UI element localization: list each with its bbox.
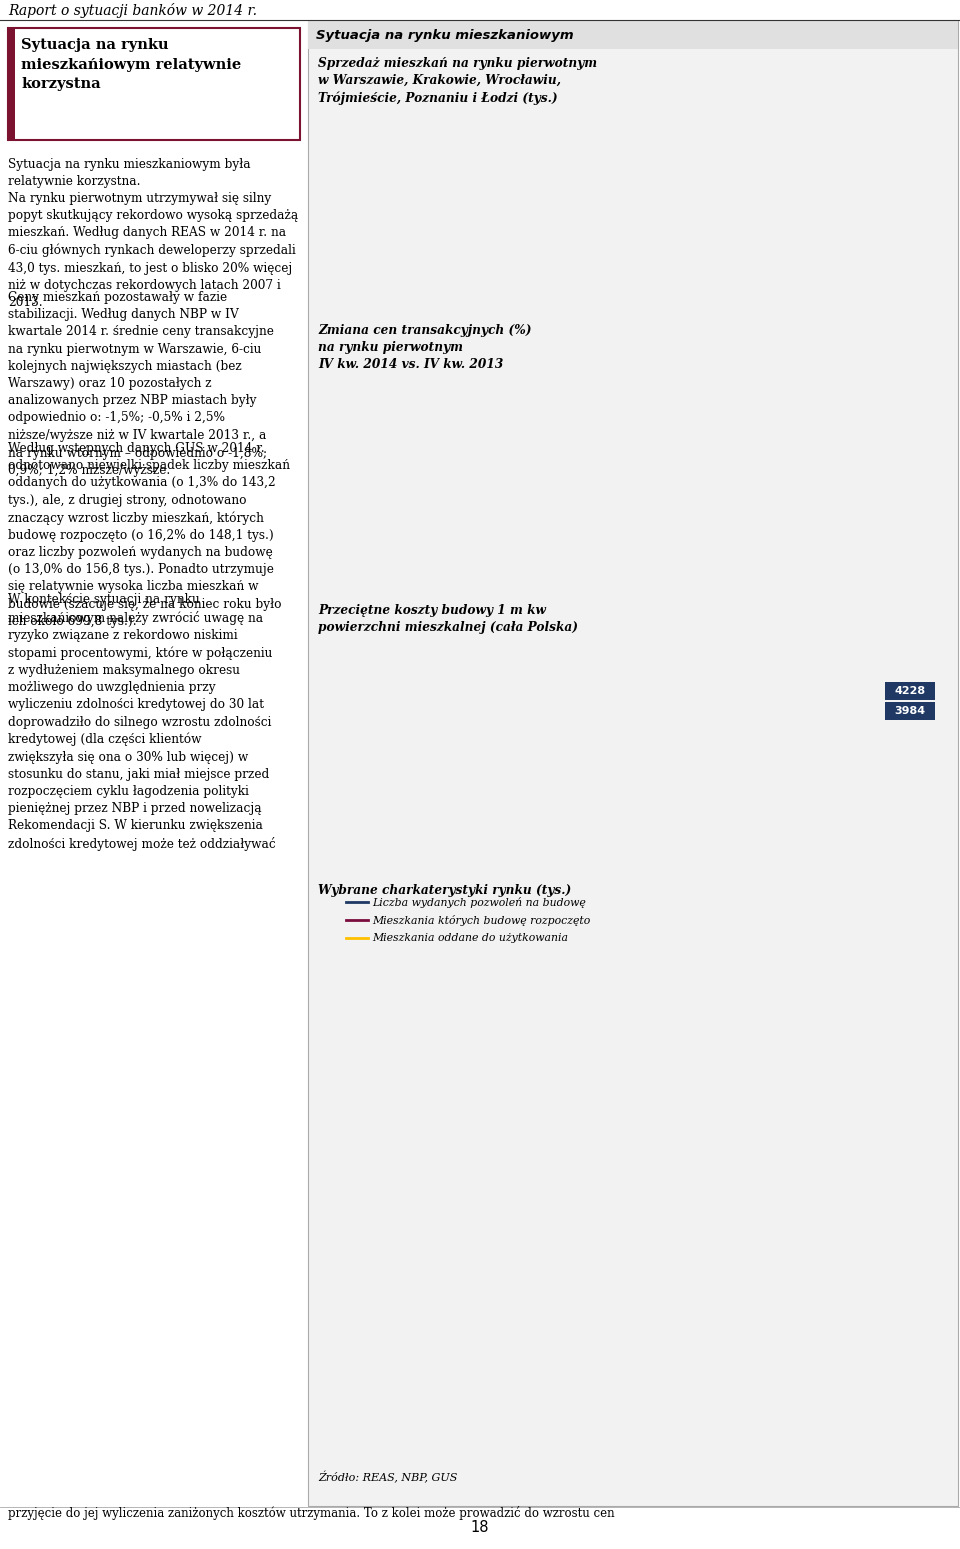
FancyBboxPatch shape	[885, 702, 935, 720]
Text: 2,0: 2,0	[422, 497, 443, 507]
Text: Sytuacja na rynku mieszkaniowym była
relatywnie korzystna.: Sytuacja na rynku mieszkaniowym była rel…	[8, 158, 251, 187]
Bar	[574, 426, 606, 514]
FancyBboxPatch shape	[308, 22, 958, 50]
Bar	[522, 410, 554, 514]
Bar	[517, 225, 562, 314]
Text: Wybrane charkaterystyki rynku (tys.): Wybrane charkaterystyki rynku (tys.)	[318, 884, 571, 897]
Text: 6,2: 6,2	[738, 471, 758, 480]
Text: Sytuacja na rynku
mieszkańiowym relatywnie
korzystna: Sytuacja na rynku mieszkańiowym relatywn…	[21, 39, 241, 91]
Bar	[876, 146, 922, 314]
Bar	[891, 485, 923, 514]
Text: Sprzedaż mieszkań na rynku pierwotnym
w Warszawie, Krakowie, Wrocławiu,
Trójmieś: Sprzedaż mieszkań na rynku pierwotnym w …	[318, 57, 597, 105]
Text: 5,3: 5,3	[685, 476, 706, 486]
Text: 1,7: 1,7	[370, 499, 390, 508]
Text: 7,0: 7,0	[581, 465, 600, 476]
Bar	[801, 173, 845, 314]
Text: 4228: 4228	[895, 686, 925, 697]
Bar	[735, 437, 767, 514]
Text: 27,7: 27,7	[592, 220, 621, 232]
FancyBboxPatch shape	[308, 22, 958, 1506]
Bar	[683, 448, 714, 514]
FancyBboxPatch shape	[8, 28, 15, 139]
Bar	[627, 469, 659, 514]
Text: 43,0: 43,0	[880, 160, 909, 173]
Bar	[657, 198, 702, 314]
Bar	[838, 514, 870, 533]
Text: Według wstępnych danych GUS w 2014 r.
odnotowano niewielki spadek liczby mieszka: Według wstępnych danych GUS w 2014 r. od…	[8, 441, 290, 627]
Text: Źródło: REAS, NBP, GUS: Źródło: REAS, NBP, GUS	[318, 1472, 457, 1484]
Bar	[524, 410, 556, 514]
Bar	[589, 206, 634, 314]
Text: Przeciętne koszty budowy 1 m kw
powierzchni mieszkalnej (cała Polska): Przeciętne koszty budowy 1 m kw powierzc…	[318, 604, 578, 634]
Text: W kontekście sytuacji na rynku
mieszkańiowym należy zwrócić uwagę na
ryzyko zwią: W kontekście sytuacji na rynku mieszkańi…	[8, 593, 276, 850]
Bar	[469, 514, 501, 568]
Text: Ceny mieszkań pozostawały w fazie
stabilizacji. Według danych NBP w IV
kwartale : Ceny mieszkań pozostawały w fazie stabil…	[8, 291, 274, 477]
Text: przyjęcie do jej wyliczenia zaniżonych kosztów utrzymania. To z kolei może prowa: przyjęcie do jej wyliczenia zaniżonych k…	[8, 1506, 614, 1520]
Bar	[732, 437, 764, 514]
Text: 29,7: 29,7	[664, 212, 693, 225]
Bar	[893, 485, 924, 514]
Text: Raport o sytuacji banków w 2014 r.: Raport o sytuacji banków w 2014 r.	[8, 3, 257, 17]
Bar	[788, 488, 820, 514]
Bar	[873, 146, 917, 314]
Text: -1,5: -1,5	[842, 519, 866, 528]
Text: Liczba wydanych pozwoleń na budowę: Liczba wydanych pozwoleń na budowę	[372, 897, 586, 908]
Text: 2,3: 2,3	[897, 494, 916, 505]
Bar	[804, 173, 850, 314]
Bar	[732, 195, 778, 314]
Text: Mieszkania których budowę rozpoczęto: Mieszkania których budowę rozpoczęto	[372, 914, 590, 925]
Bar	[441, 215, 486, 314]
Bar	[680, 448, 711, 514]
Bar	[577, 426, 609, 514]
Text: 8,3: 8,3	[528, 457, 547, 468]
Bar	[367, 493, 398, 514]
Bar	[417, 489, 448, 514]
Bar	[841, 514, 872, 533]
Text: 36,0: 36,0	[808, 187, 837, 200]
Text: 3,6: 3,6	[634, 486, 653, 497]
Text: 36,0: 36,0	[376, 187, 406, 200]
Bar	[585, 206, 630, 314]
Bar	[420, 489, 451, 514]
Bar	[630, 469, 661, 514]
Text: 22,8: 22,8	[520, 239, 549, 252]
Text: Sytuacja na rynku mieszkaniowym: Sytuacja na rynku mieszkaniowym	[316, 28, 574, 42]
FancyBboxPatch shape	[885, 683, 935, 700]
Bar	[373, 173, 418, 314]
Bar	[445, 215, 490, 314]
Bar	[785, 488, 817, 514]
Bar	[513, 225, 558, 314]
Bar	[364, 493, 396, 514]
Text: 3984: 3984	[895, 706, 925, 716]
Bar	[369, 173, 414, 314]
Bar	[729, 195, 773, 314]
Text: Mieszkania oddane do użytkowania: Mieszkania oddane do użytkowania	[372, 932, 568, 943]
FancyBboxPatch shape	[8, 28, 300, 139]
Bar	[661, 198, 706, 314]
Bar	[471, 514, 503, 568]
Text: 25,4: 25,4	[448, 229, 477, 242]
Text: 30,6: 30,6	[736, 208, 765, 222]
Text: Na rynku pierwotnym utrzymywał się silny
popyt skutkujący rekordowo wysoką sprze: Na rynku pierwotnym utrzymywał się silny…	[8, 192, 299, 308]
Text: 18: 18	[470, 1520, 490, 1535]
Text: Zmiana cen transakcyjnych (%)
na rynku pierwotnym
IV kw. 2014 vs. IV kw. 2013: Zmiana cen transakcyjnych (%) na rynku p…	[318, 324, 532, 372]
Text: -4,3: -4,3	[472, 536, 497, 547]
Text: 2,1: 2,1	[791, 496, 811, 507]
